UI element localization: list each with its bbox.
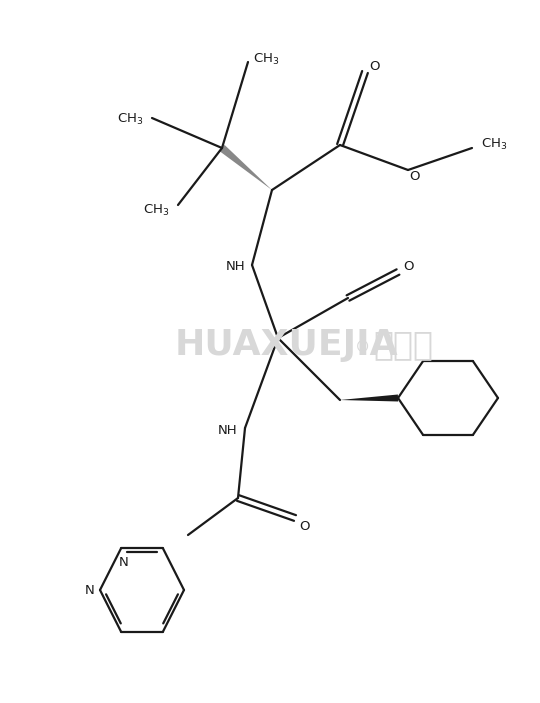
Text: O: O <box>300 520 310 532</box>
Text: NH: NH <box>226 259 246 273</box>
Text: CH$_3$: CH$_3$ <box>117 112 143 127</box>
Polygon shape <box>340 394 398 401</box>
Text: O: O <box>403 259 413 273</box>
Text: CH$_3$: CH$_3$ <box>481 136 507 152</box>
Text: O: O <box>409 169 419 183</box>
Text: 化学加: 化学加 <box>373 328 433 361</box>
Text: N: N <box>119 556 129 569</box>
Text: CH$_3$: CH$_3$ <box>253 51 279 67</box>
Polygon shape <box>219 145 272 190</box>
Text: NH: NH <box>218 425 238 437</box>
Text: ®: ® <box>355 340 370 356</box>
Text: O: O <box>370 60 380 72</box>
Text: HUAXUEJIA: HUAXUEJIA <box>175 328 399 362</box>
Text: N: N <box>85 584 95 598</box>
Text: CH$_3$: CH$_3$ <box>143 202 169 217</box>
